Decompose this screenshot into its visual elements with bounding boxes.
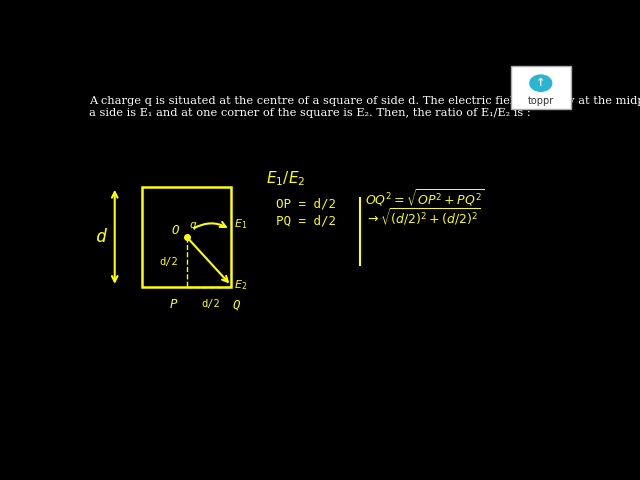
Text: P: P [169, 298, 177, 311]
Text: d/2: d/2 [202, 299, 220, 309]
Text: OP = d/2: OP = d/2 [276, 197, 336, 210]
Text: $\rightarrow \sqrt{(d/2)^2+(d/2)^2}$: $\rightarrow \sqrt{(d/2)^2+(d/2)^2}$ [365, 206, 481, 228]
Text: ↑: ↑ [536, 78, 545, 88]
Text: $E_1/E_2$: $E_1/E_2$ [266, 169, 305, 188]
Text: Q: Q [233, 298, 240, 311]
Bar [142, 187, 231, 287]
Text: A charge q is situated at the centre of a square of side d. The electric field i: A charge q is situated at the centre of … [89, 96, 640, 107]
Text: d/2: d/2 [159, 257, 178, 267]
Text: a side is E₁ and at one corner of the square is E₂. Then, the ratio of E₁/E₂ is : a side is E₁ and at one corner of the sq… [89, 108, 531, 118]
Text: PQ = d/2: PQ = d/2 [276, 215, 336, 228]
FancyBboxPatch shape [511, 66, 571, 109]
Text: q: q [189, 220, 196, 229]
Circle shape [530, 75, 552, 91]
Text: d: d [96, 228, 107, 246]
Text: $OQ^2 = \sqrt{OP^2+PQ^2}$: $OQ^2 = \sqrt{OP^2+PQ^2}$ [365, 188, 484, 209]
Text: O: O [172, 224, 179, 237]
Text: $E_1$: $E_1$ [234, 217, 247, 231]
Text: $E_2$: $E_2$ [234, 278, 247, 292]
Text: toppr: toppr [527, 96, 554, 107]
